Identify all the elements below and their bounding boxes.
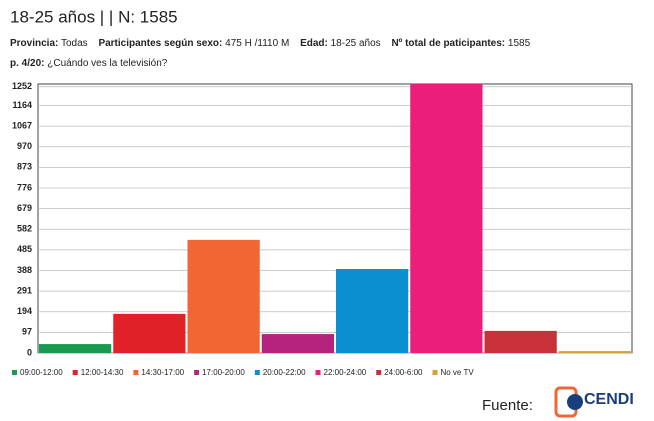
logo: CENDI: [554, 386, 634, 418]
legend-swatch: [254, 370, 260, 375]
title: 18-25 años | | N: 1585: [10, 7, 178, 26]
question-label: p. 4/20:: [10, 58, 44, 69]
y-tick-label: 388: [17, 265, 32, 275]
legend-swatch: [432, 370, 438, 375]
y-tick-label: 776: [17, 182, 32, 192]
y-tick-label: 485: [17, 244, 32, 254]
legend-label: 09:00-12:00: [20, 368, 63, 377]
legend-swatch: [133, 370, 139, 375]
y-tick-label: 970: [17, 141, 32, 151]
y-tick-label: 679: [17, 203, 32, 213]
bar: [558, 351, 631, 353]
question: p. 4/20: ¿Cuándo ves la televisión?: [10, 58, 168, 69]
logo-globe: [567, 394, 583, 410]
y-tick-label: 1164: [12, 100, 32, 110]
info-label: Nº total de paticipantes:: [391, 38, 505, 49]
bar: [261, 334, 334, 353]
info-value: Todas: [61, 38, 88, 49]
bar: [410, 84, 483, 353]
legend-swatch: [12, 370, 17, 375]
question-text: ¿Cuándo ves la televisión?: [47, 58, 168, 69]
info-value: 1585: [508, 38, 531, 49]
info-value: 475 H /1110 M: [225, 38, 289, 49]
info-label: Provincia:: [10, 38, 58, 49]
logo-text: CENDI: [584, 391, 634, 408]
info-label: Participantes según sexo:: [98, 38, 222, 49]
y-tick-label: 194: [17, 306, 32, 316]
info-line: Provincia: Todas Participantes según sex…: [10, 38, 531, 49]
legend-label: 14:30-17:00: [141, 368, 184, 377]
info-value: 18-25 años: [331, 38, 381, 49]
info-label: Edad:: [300, 38, 328, 49]
bar: [484, 330, 557, 353]
y-tick-label: 97: [22, 327, 32, 337]
y-tick-label: 291: [17, 285, 32, 295]
bar: [187, 239, 260, 353]
legend-label: 20:00-22:00: [263, 368, 306, 377]
bar: [39, 344, 112, 353]
y-tick-label: 0: [27, 347, 32, 357]
bar: [113, 313, 186, 353]
plot-frame: [37, 83, 633, 354]
legend-swatch: [315, 370, 321, 375]
legend-swatch: [194, 370, 200, 375]
source-label: Fuente:: [482, 397, 533, 414]
legend-label: 24:00-6:00: [384, 368, 423, 377]
y-tick-label: 1067: [12, 120, 32, 130]
y-tick-label: 1252: [12, 81, 32, 91]
legend-label: 22:00-24:00: [324, 368, 367, 377]
legend-label: 12:00-14:30: [81, 368, 124, 377]
legend-label: 17:00-20:00: [202, 368, 245, 377]
y-tick-label: 873: [17, 162, 32, 172]
legend-swatch: [376, 370, 382, 375]
legend-label: No ve TV: [440, 368, 474, 377]
legend-swatch: [72, 370, 78, 375]
bar: [336, 269, 409, 353]
y-tick-label: 582: [17, 224, 32, 234]
